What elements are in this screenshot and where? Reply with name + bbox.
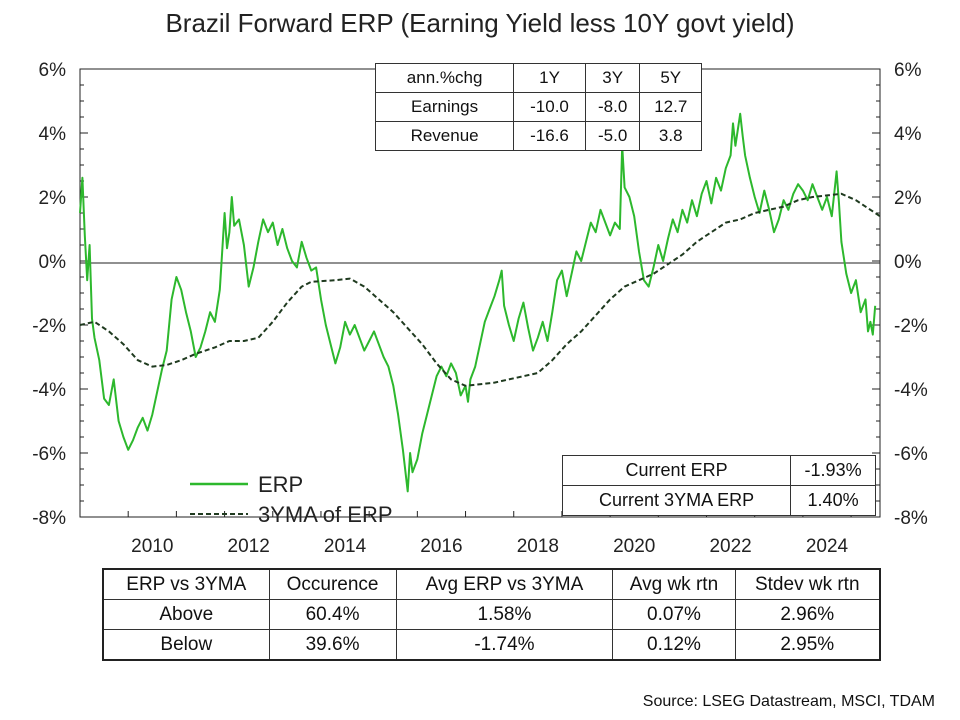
legend-ma-label: 3YMA of ERP [258, 502, 393, 527]
y-tick-label-right: -4% [894, 380, 928, 401]
x-tick-label: 2022 [709, 536, 751, 557]
table-cell: -8.0 [584, 92, 641, 122]
chart-title: Brazil Forward ERP (Earning Yield less 1… [165, 8, 794, 38]
erp-series-line [79, 112, 877, 493]
table-cell: 2.96% [734, 599, 881, 630]
x-tick-label: 2016 [420, 536, 462, 557]
legend-erp-label: ERP [258, 472, 303, 497]
y-tick-label-left: 6% [39, 60, 67, 81]
x-tick-label: 2010 [131, 536, 173, 557]
y-tick-label-right: -6% [894, 444, 928, 465]
table-cell: Earnings [374, 92, 515, 122]
annual-change-table: ann.%chg 1Y 3Y 5Y Earnings -10.0 -8.0 12… [374, 63, 702, 151]
table-header-cell: 3Y [584, 63, 641, 93]
table-cell: 12.7 [639, 92, 702, 122]
table-cell: 0.12% [612, 629, 736, 661]
y-tick-label-left: 2% [39, 188, 67, 209]
y-tick-label-left: -6% [32, 444, 66, 465]
table-cell: 0.07% [612, 599, 736, 630]
table-cell: 60.4% [268, 599, 397, 630]
y-tick-label-left: -2% [32, 316, 66, 337]
table-cell: -1.74% [395, 629, 614, 661]
table-cell: Current ERP [561, 455, 792, 486]
y-tick-label-right: 2% [894, 188, 922, 209]
table-cell: 2.95% [734, 629, 881, 661]
y-tick-label-left: 0% [39, 252, 67, 273]
table-row: Below 39.6% -1.74% 0.12% 2.95% [102, 629, 881, 661]
x-tick-label: 2012 [228, 536, 270, 557]
table-header-row: ann.%chg 1Y 3Y 5Y [374, 63, 702, 93]
table-header-cell: ERP vs 3YMA [102, 568, 270, 600]
x-tick-label: 2018 [517, 536, 559, 557]
table-header-cell: Avg wk rtn [612, 568, 736, 600]
table-header-row: ERP vs 3YMA Occurence Avg ERP vs 3YMA Av… [102, 568, 881, 600]
table-row: Revenue -16.6 -5.0 3.8 [374, 121, 702, 151]
table-row: Above 60.4% 1.58% 0.07% 2.96% [102, 599, 881, 630]
table-cell: Above [102, 599, 270, 630]
ma-series-line [79, 192, 881, 387]
table-row: Current 3YMA ERP 1.40% [561, 485, 876, 516]
x-tick-label: 2014 [324, 536, 367, 557]
y-tick-label-left: -4% [32, 380, 66, 401]
y-tick-label-right: -8% [894, 508, 928, 529]
table-header-cell: 5Y [639, 63, 702, 93]
table-cell: 39.6% [268, 629, 397, 661]
table-cell: 1.58% [395, 599, 614, 630]
y-tick-label-right: 0% [894, 252, 922, 273]
table-cell: -16.6 [513, 121, 586, 151]
table-header-cell: Avg ERP vs 3YMA [395, 568, 614, 600]
table-row: Current ERP -1.93% [561, 455, 876, 486]
table-header-cell: Stdev wk rtn [734, 568, 881, 600]
table-cell: 3.8 [639, 121, 702, 151]
source-note: Source: LSEG Datastream, MSCI, TDAM [642, 693, 935, 710]
y-axes: 6% 6% 4% 4% 2% 2% 0% 0% -2% -2% -4% -4% -6% -6% -8% -8% [32, 60, 928, 529]
x-axis: 2010 2012 2014 2016 2018 2020 2022 2024 [79, 511, 852, 557]
table-cell: -1.93% [790, 455, 876, 486]
table-cell: Revenue [374, 121, 515, 151]
table-cell: -10.0 [513, 92, 586, 122]
y-tick-label-right: 6% [894, 60, 922, 81]
table-cell: -5.0 [584, 121, 641, 151]
y-tick-label-left: -8% [32, 508, 66, 529]
x-tick-label: 2024 [806, 536, 849, 557]
table-cell: Below [102, 629, 270, 661]
series-layer [79, 112, 881, 493]
table-row: Earnings -10.0 -8.0 12.7 [374, 92, 702, 122]
current-erp-table: Current ERP -1.93% Current 3YMA ERP 1.40… [561, 455, 876, 516]
table-header-cell: Occurence [268, 568, 397, 600]
y-tick-label-left: 4% [39, 124, 67, 145]
table-header-cell: 1Y [513, 63, 586, 93]
legend: ERP 3YMA of ERP [190, 472, 393, 527]
table-cell: Current 3YMA ERP [561, 485, 792, 516]
y-tick-label-right: -2% [894, 316, 928, 337]
table-cell: 1.40% [790, 485, 876, 516]
x-tick-label: 2020 [613, 536, 655, 557]
y-tick-label-right: 4% [894, 124, 922, 145]
erp-vs-3yma-stats-table: ERP vs 3YMA Occurence Avg ERP vs 3YMA Av… [102, 568, 881, 661]
table-header-cell: ann.%chg [374, 63, 515, 93]
